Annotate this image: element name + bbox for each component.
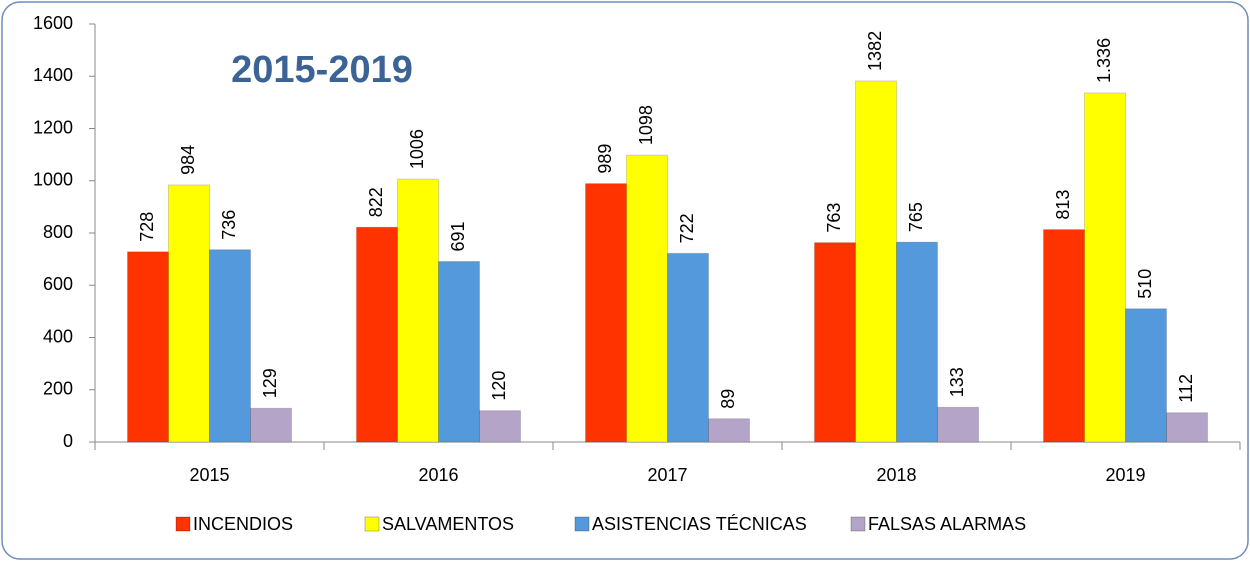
bar	[209, 249, 251, 443]
data-label: 822	[366, 187, 386, 217]
bar	[356, 226, 398, 443]
data-label: 1098	[636, 105, 656, 145]
legend-swatch	[574, 516, 590, 532]
x-tick-label: 2016	[418, 465, 458, 485]
data-label: 984	[178, 145, 198, 175]
bar	[855, 80, 897, 443]
bar	[896, 241, 938, 443]
y-tick-label: 600	[43, 274, 73, 294]
y-tick-label: 200	[43, 379, 73, 399]
data-label: 736	[219, 210, 239, 240]
bar	[168, 184, 210, 443]
bar	[937, 406, 979, 443]
bar	[1125, 308, 1167, 443]
bar	[814, 242, 856, 443]
chart-title: 2015-2019	[231, 49, 413, 91]
data-label: 691	[448, 221, 468, 251]
data-label: 120	[489, 371, 509, 401]
y-tick-label: 1200	[33, 117, 73, 137]
bar	[250, 407, 292, 443]
data-label: 989	[595, 144, 615, 174]
bar	[585, 183, 627, 443]
bar	[1043, 229, 1085, 443]
legend-label: ASISTENCIAS TÉCNICAS	[592, 514, 807, 534]
legend-label: INCENDIOS	[193, 514, 293, 534]
data-label: 765	[906, 202, 926, 232]
y-tick-label: 1000	[33, 170, 73, 190]
data-label: 1382	[865, 31, 885, 71]
bar	[667, 252, 709, 443]
bar	[479, 410, 521, 443]
legend-swatch	[175, 516, 191, 532]
y-tick-label: 800	[43, 222, 73, 242]
y-tick-label: 400	[43, 326, 73, 346]
y-tick-label: 0	[63, 431, 73, 451]
y-tick-label: 1600	[33, 13, 73, 33]
data-label: 813	[1053, 190, 1073, 220]
data-label: 1006	[407, 129, 427, 169]
legend-label: SALVAMENTOS	[382, 514, 514, 534]
bar	[626, 154, 668, 443]
data-label: 133	[947, 367, 967, 397]
data-label: 728	[137, 212, 157, 242]
x-tick-label: 2018	[876, 465, 916, 485]
bar	[438, 260, 480, 443]
data-label: 1.336	[1094, 38, 1114, 83]
legend-label: FALSAS ALARMAS	[868, 514, 1026, 534]
data-label: 510	[1135, 269, 1155, 299]
legend-swatch	[364, 516, 380, 532]
bar	[1084, 92, 1126, 443]
x-tick-label: 2019	[1105, 465, 1145, 485]
data-label: 763	[824, 203, 844, 233]
bar	[127, 251, 169, 443]
data-label: 722	[677, 213, 697, 243]
x-tick-label: 2017	[647, 465, 687, 485]
y-tick-label: 1400	[33, 65, 73, 85]
data-label: 112	[1176, 374, 1196, 403]
data-label: 129	[260, 368, 280, 398]
x-tick-label: 2015	[189, 465, 229, 485]
bar	[708, 418, 750, 443]
data-label: 89	[718, 389, 738, 409]
legend-swatch	[850, 516, 866, 532]
bar	[397, 178, 439, 443]
bar	[1166, 412, 1208, 443]
